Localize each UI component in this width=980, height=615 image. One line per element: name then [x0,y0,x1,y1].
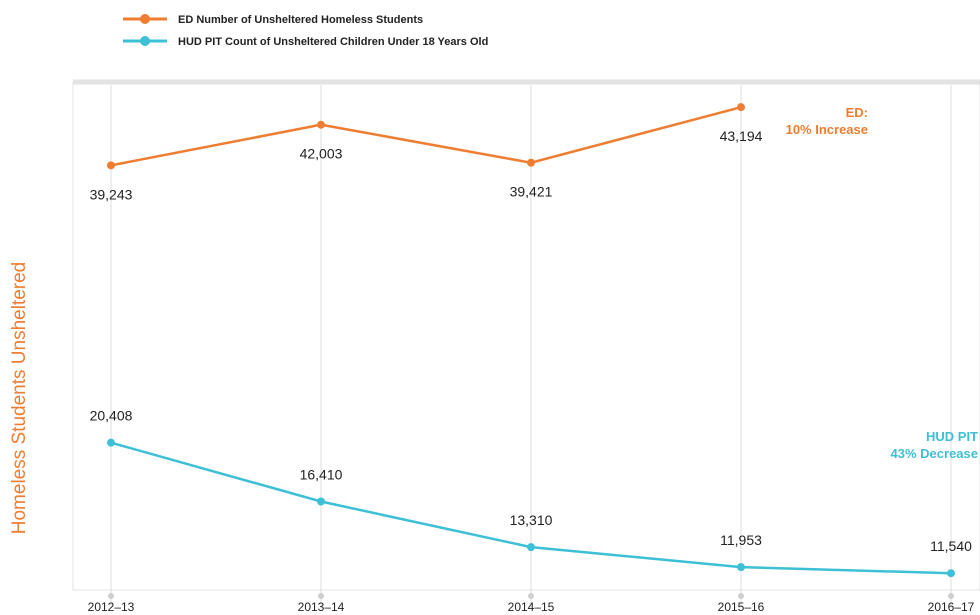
data-label: 43,194 [720,128,763,144]
data-point [527,158,535,167]
x-tick-label: 2014–15 [508,600,555,614]
data-point [737,563,745,572]
x-tick-dot [108,593,114,599]
data-label: 11,953 [720,532,762,548]
x-tick-dot [948,593,954,599]
annotation: 10% Increase [786,122,868,137]
x-tick-dot [738,593,744,599]
data-point [107,161,115,170]
x-tick-label: 2016–17 [928,600,975,614]
data-point [947,569,955,578]
data-point [317,497,325,506]
x-tick-dot [528,593,534,599]
data-point [527,543,535,552]
x-tick-label: 2012–13 [88,600,135,614]
series-line [110,105,742,167]
data-point [107,438,115,447]
data-label: 39,421 [510,184,553,200]
data-label: 42,003 [300,146,343,162]
data-label: 39,243 [90,186,133,202]
data-label: 13,310 [510,512,553,528]
legend-marker [140,14,150,24]
data-label: 20,408 [90,408,133,424]
data-point [317,120,325,129]
annotation: ED: [846,105,868,120]
y-axis-title: Homeless Students Unsheltered [9,262,30,534]
data-point [737,103,745,112]
x-tick-label: 2013–14 [298,600,345,614]
data-label: 16,410 [300,467,343,483]
data-label: 11,540 [930,538,972,554]
legend-marker [140,36,150,46]
x-tick-label: 2015–16 [718,600,765,614]
annotation: HUD PIT [926,429,978,444]
annotation: 43% Decrease [891,446,978,461]
legend-label: HUD PIT Count of Unsheltered Children Un… [178,36,488,48]
legend-label: ED Number of Unsheltered Homeless Studen… [178,14,423,26]
x-tick-dot [318,593,324,599]
